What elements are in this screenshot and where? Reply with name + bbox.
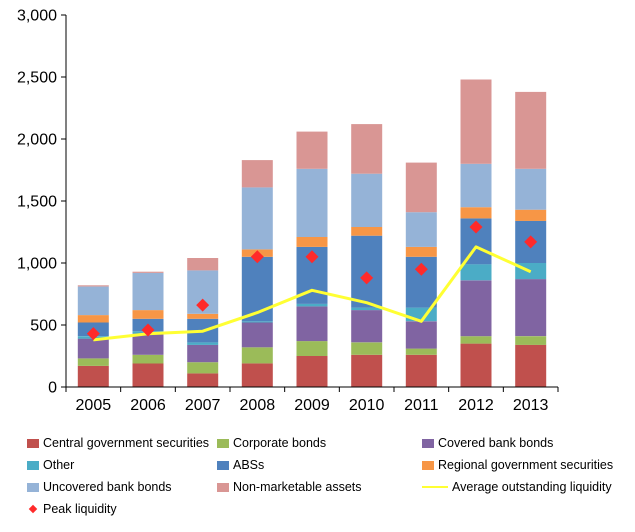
bar-segment-corporate-bonds-2006 bbox=[132, 354, 164, 364]
x-tick-label: 2010 bbox=[349, 397, 385, 414]
bar-segment-central-government-securities-2006 bbox=[132, 363, 164, 387]
x-tick-label: 2013 bbox=[513, 397, 549, 414]
bar-segment-non-marketable-assets-2007 bbox=[187, 258, 219, 271]
bar-segment-regional-government-securities-2006 bbox=[132, 310, 164, 319]
bar-segment-covered-bank-bonds-2013 bbox=[515, 279, 547, 337]
bar-segment-non-marketable-assets-2005 bbox=[77, 285, 109, 287]
bar-segment-non-marketable-assets-2008 bbox=[241, 160, 273, 188]
bar-segment-covered-bank-bonds-2012 bbox=[460, 280, 492, 337]
peak-liquidity-point-2008 bbox=[250, 250, 264, 264]
bar-segment-covered-bank-bonds-2007 bbox=[187, 344, 219, 363]
x-tick-label: 2008 bbox=[240, 397, 276, 414]
bar-segment-uncovered-bank-bonds-2005 bbox=[77, 286, 109, 316]
bar-segment-corporate-bonds-2005 bbox=[77, 358, 109, 366]
bar-segment-central-government-securities-2005 bbox=[77, 365, 109, 387]
bar-segment-non-marketable-assets-2012 bbox=[460, 79, 492, 164]
peak-liquidity-point-2011 bbox=[414, 262, 428, 276]
peak-liquidity-point-2005 bbox=[86, 327, 100, 341]
peak-liquidity-point-2012 bbox=[469, 220, 483, 234]
bar-segment-covered-bank-bonds-2008 bbox=[241, 322, 273, 348]
peak-liquidity-point-2007 bbox=[196, 298, 210, 312]
bar-segment-corporate-bonds-2007 bbox=[187, 362, 219, 374]
x-tick-label: 2009 bbox=[294, 397, 330, 414]
x-tick-label: 2012 bbox=[458, 397, 494, 414]
x-tick-label: 2007 bbox=[185, 397, 221, 414]
x-tick-label: 2011 bbox=[404, 397, 439, 414]
y-tick-label: 2,000 bbox=[17, 132, 57, 149]
y-tick-label: 500 bbox=[30, 318, 57, 335]
bar-segment-other-2007 bbox=[187, 342, 219, 345]
bars bbox=[77, 79, 547, 387]
peak-liquidity-points bbox=[86, 220, 538, 341]
bar-segment-non-marketable-assets-2011 bbox=[405, 162, 437, 213]
bar-segment-other-2012 bbox=[460, 264, 492, 281]
peak-liquidity-point-2006 bbox=[141, 323, 155, 337]
bar-segment-central-government-securities-2011 bbox=[405, 354, 437, 387]
bar-segment-non-marketable-assets-2010 bbox=[351, 124, 383, 174]
y-tick-label: 1,500 bbox=[17, 194, 57, 211]
y-tick-label: 0 bbox=[48, 380, 57, 397]
bar-segment-central-government-securities-2009 bbox=[296, 356, 328, 387]
bar-segment-covered-bank-bonds-2010 bbox=[351, 310, 383, 343]
bar-segment-uncovered-bank-bonds-2008 bbox=[241, 187, 273, 250]
bar-segment-central-government-securities-2013 bbox=[515, 344, 547, 387]
bar-segment-covered-bank-bonds-2009 bbox=[296, 306, 328, 342]
peak-liquidity-point-2010 bbox=[360, 271, 374, 285]
bar-segment-corporate-bonds-2008 bbox=[241, 347, 273, 364]
bar-segment-regional-government-securities-2011 bbox=[405, 246, 437, 257]
bar-segment-corporate-bonds-2013 bbox=[515, 336, 547, 345]
peak-liquidity-point-2009 bbox=[305, 250, 319, 264]
bar-segment-regional-government-securities-2005 bbox=[77, 315, 109, 323]
average-outstanding-liquidity-line bbox=[93, 245, 532, 342]
bar-segment-covered-bank-bonds-2005 bbox=[77, 338, 109, 359]
bar-segment-non-marketable-assets-2013 bbox=[515, 91, 547, 169]
x-axis: 2005 2006 2007 2008 2009 2010 2011 2012 2013 bbox=[65, 386, 559, 414]
bar-segment-central-government-securities-2012 bbox=[460, 343, 492, 387]
bar-segment-covered-bank-bonds-2006 bbox=[132, 333, 164, 355]
y-tick-label: 2,500 bbox=[17, 70, 57, 87]
bar-segment-regional-government-securities-2009 bbox=[296, 237, 328, 247]
bar-segment-non-marketable-assets-2006 bbox=[132, 271, 164, 273]
bar-segment-corporate-bonds-2012 bbox=[460, 336, 492, 344]
x-tick-label: 2005 bbox=[76, 397, 112, 414]
y-tick-label: 1,000 bbox=[17, 256, 57, 273]
y-tick-label: 3,000 bbox=[17, 8, 57, 25]
bar-segment-uncovered-bank-bonds-2013 bbox=[515, 168, 547, 210]
bar-segment-uncovered-bank-bonds-2006 bbox=[132, 272, 164, 311]
bar-segment-corporate-bonds-2011 bbox=[405, 348, 437, 355]
bar-segment-uncovered-bank-bonds-2011 bbox=[405, 212, 437, 247]
bar-segment-uncovered-bank-bonds-2012 bbox=[460, 163, 492, 208]
bar-segment-regional-government-securities-2013 bbox=[515, 209, 547, 221]
bar-segment-central-government-securities-2007 bbox=[187, 373, 219, 387]
bar-segment-corporate-bonds-2010 bbox=[351, 342, 383, 355]
x-tick-label: 2006 bbox=[130, 397, 166, 414]
bar-segment-regional-government-securities-2007 bbox=[187, 313, 219, 319]
y-axis: 0 500 1,000 1,500 2,000 2,500 3,000 bbox=[17, 8, 67, 397]
bar-segment-corporate-bonds-2009 bbox=[296, 341, 328, 356]
bar-segment-regional-government-securities-2010 bbox=[351, 227, 383, 236]
bar-segment-uncovered-bank-bonds-2010 bbox=[351, 173, 383, 227]
bar-segment-abss-2008 bbox=[241, 256, 273, 322]
bar-segment-other-2010 bbox=[351, 307, 383, 311]
bar-segment-other-2009 bbox=[296, 303, 328, 307]
bar-segment-other-2008 bbox=[241, 321, 273, 323]
bar-segment-central-government-securities-2010 bbox=[351, 354, 383, 387]
average-liquidity-line bbox=[93, 245, 532, 342]
peak-liquidity-point-2013 bbox=[524, 235, 538, 249]
bar-segment-central-government-securities-2008 bbox=[241, 363, 273, 387]
bar-segment-non-marketable-assets-2009 bbox=[296, 131, 328, 169]
bar-segment-covered-bank-bonds-2011 bbox=[405, 321, 437, 349]
bar-segment-uncovered-bank-bonds-2009 bbox=[296, 168, 328, 237]
bar-segment-regional-government-securities-2012 bbox=[460, 207, 492, 219]
